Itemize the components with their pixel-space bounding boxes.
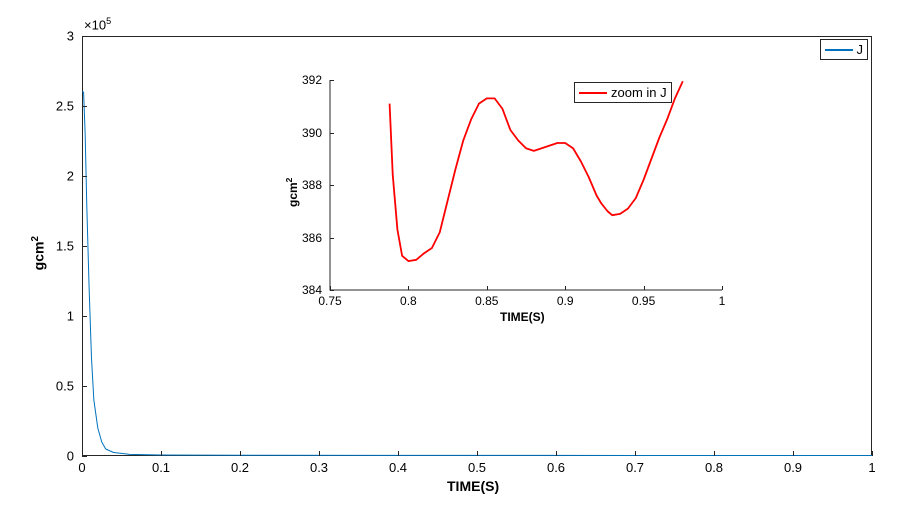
y-tick-label: 3 bbox=[44, 29, 74, 44]
y-tick-label: 2.5 bbox=[44, 99, 74, 114]
x-tick-label: 0.5 bbox=[468, 460, 486, 475]
x-tick-label: 0.85 bbox=[475, 294, 498, 308]
x-tick-label: 0.2 bbox=[231, 460, 249, 475]
main-legend: J bbox=[820, 39, 869, 60]
inset-x-axis-label: TIME(S) bbox=[500, 310, 545, 324]
y-tick-label: 386 bbox=[292, 231, 322, 245]
y-tick-label: 392 bbox=[292, 73, 322, 87]
y-tick-label: 1 bbox=[44, 309, 74, 324]
y-axis-exponent: ×105 bbox=[84, 16, 111, 32]
x-tick-label: 0.3 bbox=[310, 460, 328, 475]
x-tick-label: 0.9 bbox=[784, 460, 802, 475]
x-tick-label: 0.8 bbox=[705, 460, 723, 475]
x-tick-label: 1 bbox=[868, 460, 875, 475]
y-tick-label: 1.5 bbox=[44, 239, 74, 254]
x-tick-label: 0.4 bbox=[389, 460, 407, 475]
y-tick-label: 384 bbox=[292, 283, 322, 297]
x-tick-label: 0.7 bbox=[626, 460, 644, 475]
x-tick-label: 0 bbox=[78, 460, 85, 475]
x-tick-label: 0.8 bbox=[400, 294, 417, 308]
legend-label: J bbox=[857, 42, 864, 57]
x-tick-label: 0.9 bbox=[557, 294, 574, 308]
x-tick-label: 0.1 bbox=[152, 460, 170, 475]
x-axis-label: TIME(S) bbox=[447, 478, 499, 494]
y-tick-label: 0 bbox=[44, 449, 74, 464]
figure-canvas: ×105 TIME(S) gcm2 J TIME(S) gcm2 zoom in… bbox=[0, 0, 900, 524]
y-tick-label: 388 bbox=[292, 178, 322, 192]
y-tick-label: 2 bbox=[44, 169, 74, 184]
x-tick-label: 0.6 bbox=[547, 460, 565, 475]
y-tick-label: 390 bbox=[292, 126, 322, 140]
y-tick-label: 0.5 bbox=[44, 379, 74, 394]
legend-line-swatch bbox=[825, 49, 853, 51]
x-tick-label: 0.95 bbox=[632, 294, 655, 308]
x-tick-label: 1 bbox=[719, 294, 726, 308]
